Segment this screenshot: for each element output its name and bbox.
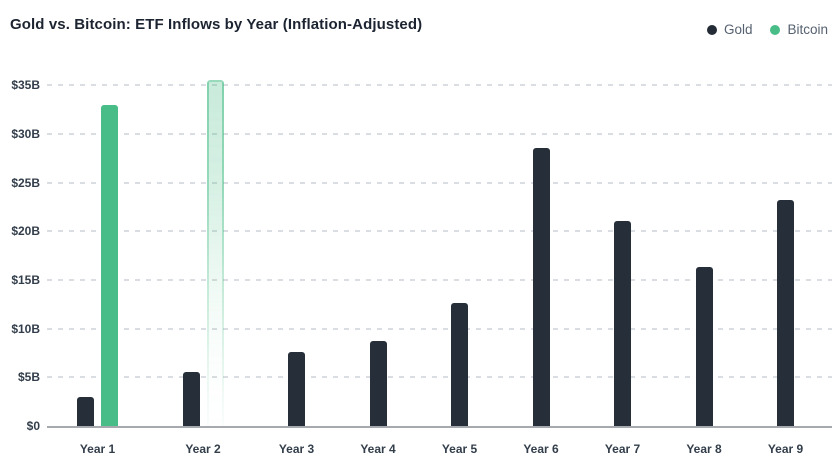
gridline--20b <box>47 230 832 233</box>
gold-bar-year-8[interactable] <box>695 267 713 426</box>
y-tick-label--30b: $30B <box>11 126 40 141</box>
y-tick-label--5b: $5B <box>17 370 40 385</box>
gold-bar-year-1[interactable] <box>77 397 94 426</box>
bar-group-year-6: Year 6 <box>523 148 559 456</box>
plot-area: $0 $5B $10B $15B $20B $25B $30B $35B Year 1 Year … <box>11 76 832 456</box>
bar-group-year-5: Year 5 <box>442 303 477 456</box>
x-tick-label-year-8: Year 8 <box>686 442 722 456</box>
gold-bar-year-3[interactable] <box>288 352 305 426</box>
legend-item-bitcoin[interactable]: Bitcoin <box>770 22 828 37</box>
gold-bar-year-5[interactable] <box>451 303 468 426</box>
x-tick-label-year-5: Year 5 <box>441 442 478 456</box>
x-tick-label-year-9: Year 9 <box>767 442 804 456</box>
gridline--5b <box>47 376 832 379</box>
bar-group-year-1: Year 1 <box>77 105 118 456</box>
legend-item-gold[interactable]: Gold <box>706 22 753 37</box>
gridline--25b <box>47 181 832 184</box>
y-tick-label--25b: $25B <box>11 175 40 190</box>
bar-group-year-7: Year 7 <box>605 221 640 456</box>
gold-bar-year-9[interactable] <box>777 200 794 426</box>
x-tick-label-year-3: Year 3 <box>278 442 315 456</box>
chart-title: Gold vs. Bitcoin: ETF Inflows by Year (I… <box>10 16 423 33</box>
gridline--15b <box>47 278 832 281</box>
bar-group-year-2: Year 2 <box>182 80 224 456</box>
y-tick-label--0: $0 <box>26 419 40 433</box>
y-tick-label--20b: $20B <box>11 224 40 239</box>
y-tick-label--35b: $35B <box>11 78 40 93</box>
x-axis-line <box>47 426 832 428</box>
gold-legend-dot-icon <box>706 24 717 35</box>
bar-groups: Year 1 Year 2 Year 3 Year 4 Year 5 Year 6 Year… <box>47 76 832 456</box>
gridline--35b <box>47 84 832 87</box>
gold-bar-year-2[interactable] <box>182 372 200 426</box>
x-tick-label-year-4: Year 4 <box>360 442 396 456</box>
bar-group-year-3: Year 3 <box>279 352 314 456</box>
bar-group-year-9: Year 9 <box>768 200 803 456</box>
x-tick-label-year-6: Year 6 <box>523 442 559 456</box>
legend: Gold Bitcoin <box>706 22 828 37</box>
gridline--30b <box>47 132 832 135</box>
x-tick-label-year-1: Year 1 <box>79 442 116 456</box>
x-tick-label-year-2: Year 2 <box>185 442 221 456</box>
y-tick-label--10b: $10B <box>11 321 40 336</box>
bar-group-year-8: Year 8 <box>686 267 722 456</box>
legend-label-gold: Gold <box>723 22 753 37</box>
y-tick-label--15b: $15B <box>11 272 40 287</box>
bitcoin-bar-year-1[interactable] <box>101 105 118 426</box>
x-tick-label-year-7: Year 7 <box>604 442 641 456</box>
legend-label-bitcoin: Bitcoin <box>787 22 828 37</box>
bitcoin-bar-year-2[interactable] <box>206 80 224 426</box>
gridline--10b <box>47 327 832 330</box>
bitcoin-legend-dot-icon <box>770 24 781 35</box>
gold-bar-year-6[interactable] <box>532 148 550 426</box>
bar-group-year-4: Year 4 <box>360 341 396 456</box>
gold-bar-year-7[interactable] <box>614 221 631 426</box>
gold-bar-year-4[interactable] <box>369 341 387 426</box>
